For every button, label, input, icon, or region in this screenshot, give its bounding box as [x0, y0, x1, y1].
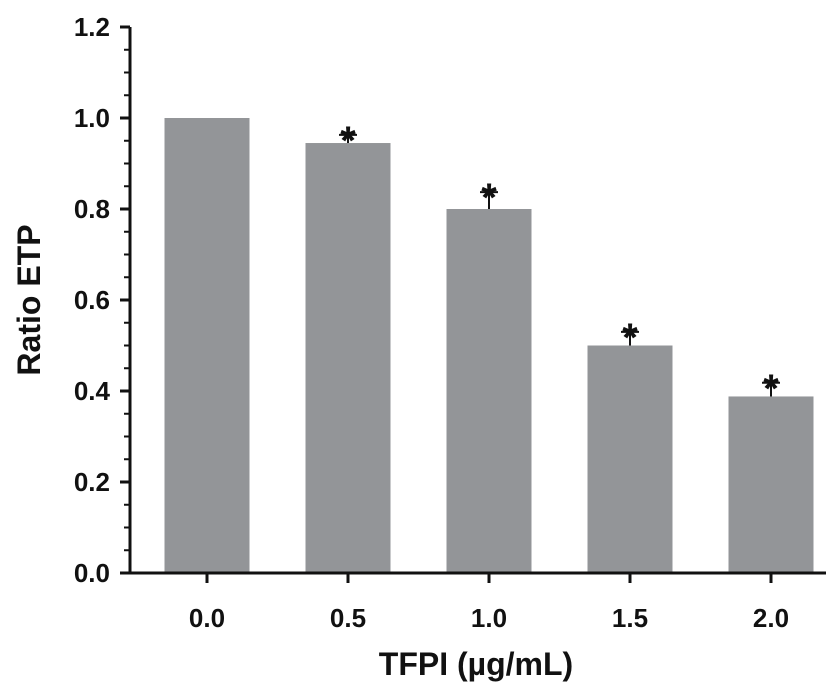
bar [164, 118, 250, 573]
significance-asterisk: * [763, 367, 779, 411]
x-tick-label: 2.0 [753, 603, 789, 633]
y-tick-label: 0.0 [74, 558, 110, 588]
significance-asterisk: * [340, 119, 356, 163]
x-tick-label: 0.0 [189, 603, 225, 633]
x-tick-label: 1.0 [471, 603, 507, 633]
x-tick-label: 1.5 [612, 603, 648, 633]
y-tick-label: 1.0 [74, 103, 110, 133]
x-axis-title: TFPI (µg/mL) [379, 646, 573, 682]
y-tick-label: 0.8 [74, 194, 110, 224]
significance-asterisk: * [481, 176, 497, 220]
x-tick-label: 0.5 [330, 603, 366, 633]
y-axis-title: Ratio ETP [11, 224, 47, 375]
y-axis-tick-labels: 0.0 0.2 0.4 0.6 0.8 1.0 1.2 [74, 12, 111, 588]
bar [305, 143, 391, 573]
y-tick-label: 0.6 [74, 285, 110, 315]
y-tick-label: 0.2 [74, 467, 110, 497]
x-axis-ticks [205, 573, 773, 583]
y-tick-label: 1.2 [74, 12, 110, 42]
significance-markers: * * * * [340, 119, 779, 411]
bar [587, 345, 673, 573]
x-axis-tick-labels: 0.0 0.5 1.0 1.5 2.0 [189, 603, 789, 633]
y-tick-label: 0.4 [74, 376, 111, 406]
bar [446, 209, 532, 573]
significance-asterisk: * [622, 316, 638, 360]
error-bars [339, 133, 780, 397]
bars [164, 118, 814, 573]
bar [728, 396, 814, 573]
